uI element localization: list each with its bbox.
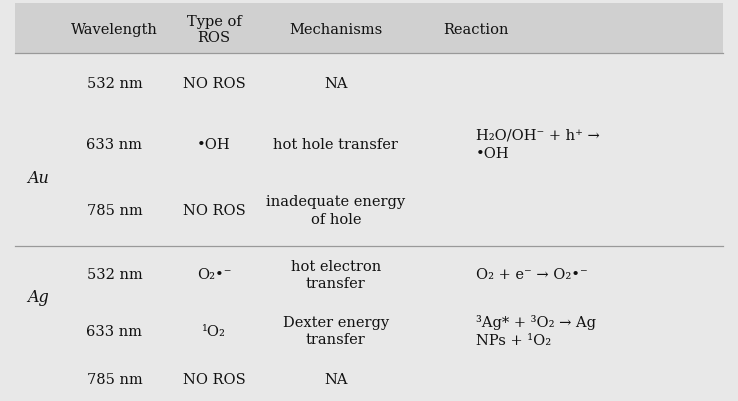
Text: 785 nm: 785 nm (86, 204, 142, 217)
Text: Reaction: Reaction (444, 23, 508, 37)
Text: hot hole transfer: hot hole transfer (273, 138, 399, 151)
Text: 633 nm: 633 nm (86, 138, 142, 151)
Text: Type of
ROS: Type of ROS (187, 15, 241, 45)
Bar (15, 4, 723, 54)
Text: Dexter energy
transfer: Dexter energy transfer (283, 315, 389, 346)
Text: Au: Au (27, 170, 49, 187)
Text: 532 nm: 532 nm (86, 77, 142, 91)
Text: O₂ + e⁻ → O₂•⁻: O₂ + e⁻ → O₂•⁻ (476, 268, 587, 282)
Text: Wavelength: Wavelength (71, 23, 158, 37)
Text: ¹O₂: ¹O₂ (202, 324, 226, 338)
Text: NA: NA (324, 372, 348, 386)
Text: hot electron
transfer: hot electron transfer (291, 259, 381, 290)
Text: inadequate energy
of hole: inadequate energy of hole (266, 195, 405, 226)
Text: NO ROS: NO ROS (182, 372, 246, 386)
Text: NO ROS: NO ROS (182, 77, 246, 91)
Text: 532 nm: 532 nm (86, 268, 142, 282)
Text: Mechanisms: Mechanisms (289, 23, 382, 37)
Text: Ag: Ag (27, 288, 49, 305)
Text: ³Ag* + ³O₂ → Ag
NPs + ¹O₂: ³Ag* + ³O₂ → Ag NPs + ¹O₂ (476, 314, 596, 347)
Text: H₂O/OH⁻ + h⁺ →
•OH: H₂O/OH⁻ + h⁺ → •OH (476, 128, 600, 160)
Text: •OH: •OH (197, 138, 231, 151)
Text: NO ROS: NO ROS (182, 204, 246, 217)
Text: NA: NA (324, 77, 348, 91)
Text: 785 nm: 785 nm (86, 372, 142, 386)
Text: O₂•⁻: O₂•⁻ (197, 268, 231, 282)
Text: 633 nm: 633 nm (86, 324, 142, 338)
